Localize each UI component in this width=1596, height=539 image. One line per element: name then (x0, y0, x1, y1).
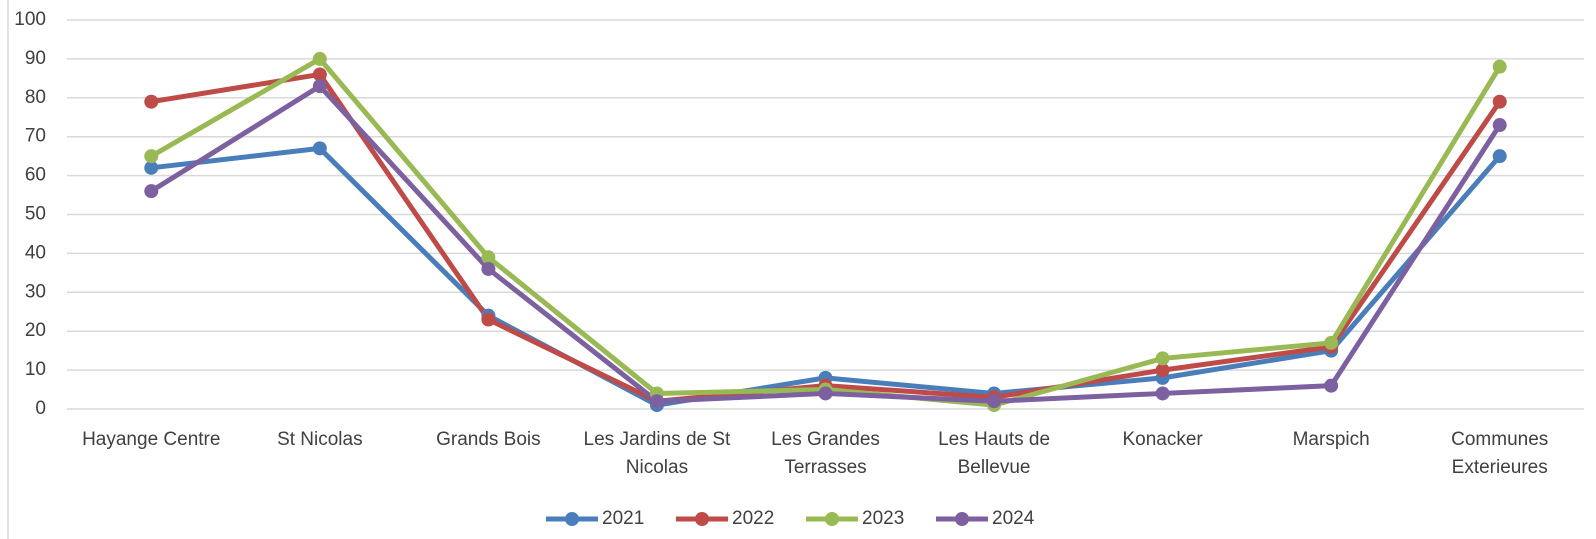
legend-marker (825, 512, 839, 526)
y-tick-label: 90 (25, 48, 46, 69)
x-tick-label: Les Grandes Terrasses (771, 429, 880, 478)
x-tick-label: Les Jardins de St Nicolas (583, 429, 731, 478)
series-line (150, 145, 1502, 408)
x-tick-label: St Nicolas (277, 429, 363, 450)
data-point (1492, 118, 1507, 133)
legend-label: 2023 (862, 508, 904, 529)
y-tick-label: 30 (25, 281, 46, 302)
data-point (144, 149, 159, 164)
data-point (1155, 351, 1170, 366)
y-tick-label: 40 (25, 242, 46, 263)
legend-label: 2022 (732, 508, 774, 529)
y-tick-label: 80 (25, 87, 46, 108)
data-point (1324, 335, 1339, 350)
data-point (144, 94, 159, 109)
y-tick-label: 100 (14, 9, 46, 30)
y-tick-label: 20 (25, 320, 46, 341)
x-tick-label: Les Hauts de Bellevue (938, 429, 1051, 478)
y-tick-label: 50 (25, 204, 46, 225)
data-point (481, 250, 496, 265)
data-point (818, 386, 833, 401)
y-tick-label: 0 (35, 398, 46, 419)
data-point (144, 160, 159, 175)
legend-label: 2024 (992, 508, 1035, 529)
y-tick-label: 70 (25, 126, 46, 147)
data-point (649, 394, 664, 409)
data-point (144, 184, 159, 199)
legend-marker (695, 512, 709, 526)
data-point (1492, 59, 1507, 74)
legend-marker (565, 512, 579, 526)
data-point (987, 394, 1002, 409)
y-tick-label: 10 (25, 359, 46, 380)
data-point (312, 51, 327, 66)
x-tick-label: Konacker (1122, 429, 1203, 450)
data-point (481, 312, 496, 327)
data-point (312, 141, 327, 156)
x-tick-label: Communes Exterieures (1451, 429, 1549, 478)
x-tick-label: Hayange Centre (82, 429, 221, 450)
data-point (1492, 149, 1507, 164)
data-point (481, 261, 496, 276)
data-point (1155, 363, 1170, 378)
data-point (1155, 386, 1170, 401)
x-tick-label: Marspich (1292, 429, 1370, 450)
data-point (312, 67, 327, 82)
data-point (1324, 378, 1339, 393)
y-tick-label: 60 (25, 165, 46, 186)
data-point (312, 79, 327, 94)
data-point (1492, 94, 1507, 109)
legend-marker (955, 512, 969, 526)
legend-label: 2021 (602, 508, 644, 529)
x-tick-label: Grands Bois (436, 429, 541, 450)
